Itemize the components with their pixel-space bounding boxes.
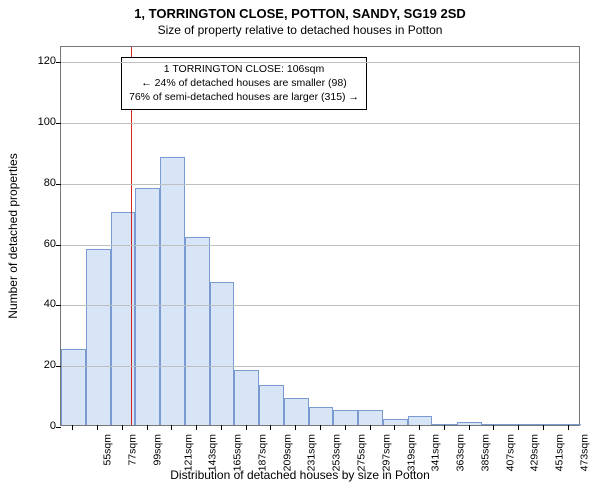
xtick-label: 55sqm bbox=[102, 434, 114, 466]
xtick-label: 451sqm bbox=[553, 434, 565, 471]
xtick-label: 187sqm bbox=[256, 434, 268, 471]
annotation-box: 1 TORRINGTON CLOSE: 106sqm← 24% of detac… bbox=[121, 57, 367, 110]
xtick-label: 275sqm bbox=[355, 434, 367, 471]
gridline bbox=[61, 366, 579, 367]
xtick-label: 121sqm bbox=[182, 434, 194, 471]
xtick-mark bbox=[493, 425, 494, 430]
annotation-line: 1 TORRINGTON CLOSE: 106sqm bbox=[129, 62, 359, 76]
x-axis-label: Distribution of detached houses by size … bbox=[0, 468, 600, 482]
plot-wrap: 1 TORRINGTON CLOSE: 106sqm← 24% of detac… bbox=[60, 46, 580, 426]
bar bbox=[309, 407, 334, 425]
xtick-label: 319sqm bbox=[405, 434, 417, 471]
ytick-label: 20 bbox=[26, 359, 56, 371]
xtick-mark bbox=[196, 425, 197, 430]
xtick-label: 77sqm bbox=[127, 434, 139, 466]
xtick-mark bbox=[72, 425, 73, 430]
xtick-mark bbox=[221, 425, 222, 430]
bar bbox=[210, 282, 235, 425]
xtick-label: 407sqm bbox=[504, 434, 516, 471]
bar bbox=[234, 370, 259, 425]
gridline bbox=[61, 62, 579, 63]
ytick-mark bbox=[56, 366, 61, 367]
xtick-mark bbox=[370, 425, 371, 430]
bar bbox=[135, 188, 160, 425]
bar bbox=[185, 237, 210, 425]
gridline bbox=[61, 305, 579, 306]
ytick-mark bbox=[56, 245, 61, 246]
xtick-label: 341sqm bbox=[430, 434, 442, 471]
xtick-mark bbox=[97, 425, 98, 430]
gridline bbox=[61, 123, 579, 124]
bar bbox=[333, 410, 358, 425]
xtick-mark bbox=[295, 425, 296, 430]
ytick-label: 80 bbox=[26, 177, 56, 189]
xtick-label: 143sqm bbox=[207, 434, 219, 471]
xtick-mark bbox=[320, 425, 321, 430]
xtick-mark bbox=[394, 425, 395, 430]
ytick-mark bbox=[56, 427, 61, 428]
annotation-line: 76% of semi-detached houses are larger (… bbox=[129, 90, 359, 104]
xtick-label: 297sqm bbox=[380, 434, 392, 471]
ytick-mark bbox=[56, 123, 61, 124]
bar bbox=[160, 157, 185, 425]
xtick-label: 473sqm bbox=[578, 434, 590, 471]
bar bbox=[556, 424, 581, 425]
ytick-label: 100 bbox=[26, 116, 56, 128]
y-axis-label: Number of detached properties bbox=[6, 153, 20, 318]
chart-subtitle: Size of property relative to detached ho… bbox=[0, 21, 600, 37]
bar bbox=[86, 249, 111, 425]
xtick-mark bbox=[246, 425, 247, 430]
bar bbox=[408, 416, 433, 425]
bar bbox=[61, 349, 86, 425]
xtick-mark bbox=[568, 425, 569, 430]
xtick-label: 253sqm bbox=[331, 434, 343, 471]
plot-area: 1 TORRINGTON CLOSE: 106sqm← 24% of detac… bbox=[60, 46, 580, 426]
xtick-label: 385sqm bbox=[479, 434, 491, 471]
xtick-label: 99sqm bbox=[151, 434, 163, 466]
ytick-label: 40 bbox=[26, 298, 56, 310]
bar bbox=[259, 385, 284, 425]
xtick-mark bbox=[122, 425, 123, 430]
xtick-mark bbox=[345, 425, 346, 430]
xtick-mark bbox=[171, 425, 172, 430]
bar bbox=[457, 422, 482, 425]
xtick-mark bbox=[444, 425, 445, 430]
xtick-mark bbox=[469, 425, 470, 430]
xtick-mark bbox=[518, 425, 519, 430]
xtick-mark bbox=[419, 425, 420, 430]
bar bbox=[432, 424, 457, 425]
bar bbox=[358, 410, 383, 425]
ytick-label: 120 bbox=[26, 55, 56, 67]
bar bbox=[531, 424, 556, 425]
xtick-label: 165sqm bbox=[232, 434, 244, 471]
xtick-mark bbox=[147, 425, 148, 430]
xtick-label: 429sqm bbox=[529, 434, 541, 471]
ytick-mark bbox=[56, 184, 61, 185]
xtick-mark bbox=[270, 425, 271, 430]
xtick-label: 209sqm bbox=[281, 434, 293, 471]
bar bbox=[284, 398, 309, 425]
ytick-mark bbox=[56, 305, 61, 306]
xtick-label: 363sqm bbox=[454, 434, 466, 471]
gridline bbox=[61, 184, 579, 185]
ytick-label: 0 bbox=[26, 420, 56, 432]
ytick-label: 60 bbox=[26, 238, 56, 250]
chart-title: 1, TORRINGTON CLOSE, POTTON, SANDY, SG19… bbox=[0, 0, 600, 21]
annotation-line: ← 24% of detached houses are smaller (98… bbox=[129, 76, 359, 90]
ytick-mark bbox=[56, 62, 61, 63]
gridline bbox=[61, 245, 579, 246]
xtick-label: 231sqm bbox=[306, 434, 318, 471]
xtick-mark bbox=[543, 425, 544, 430]
